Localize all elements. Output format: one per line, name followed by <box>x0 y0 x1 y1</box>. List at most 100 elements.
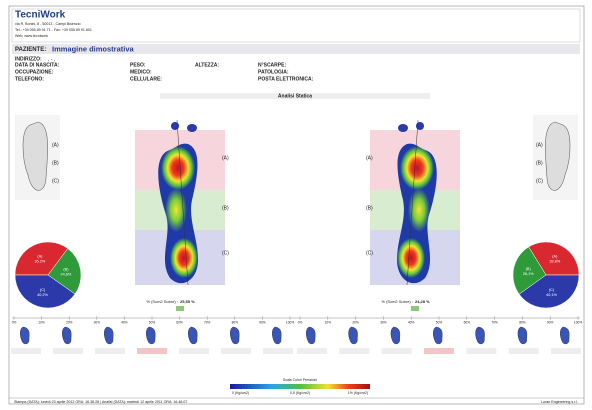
patient-name: Immagine dimostrativa <box>52 44 135 53</box>
address-value: , - , <box>48 56 55 62</box>
pie-label: (A) <box>37 254 43 258</box>
pie-label: (C) <box>40 288 46 292</box>
field-label: PATOLOGIA: <box>258 69 289 75</box>
field-label: DATA DI NASCITA: <box>15 62 60 68</box>
phase-label-box <box>424 348 454 354</box>
surface-marker <box>411 306 419 311</box>
zone-label: (C) <box>52 178 59 184</box>
pie-slice <box>47 248 82 295</box>
left-foot-outline <box>15 115 60 200</box>
phase-label-box <box>137 348 167 354</box>
pie-slice <box>14 241 69 276</box>
timeline-tick-label: 80% <box>519 320 526 324</box>
zone-label: (B) <box>52 160 59 166</box>
field-label: OCCUPAZIONE: <box>15 69 54 75</box>
timeline-tick-label: 90% <box>547 320 554 324</box>
zone-label: (A) <box>222 155 229 161</box>
patient-bar <box>12 44 580 54</box>
phase-label-box <box>297 348 327 354</box>
surface-value: 24,28 % <box>415 299 430 304</box>
zone-label: (C) <box>366 250 373 256</box>
pie-value: 40,2% <box>37 293 48 297</box>
timeline-tick-label: 30% <box>94 320 101 324</box>
address-label: INDIRIZZO: <box>15 56 42 62</box>
surface-label: % (Scm2 Sobre) : <box>381 299 413 304</box>
header-box <box>11 8 581 43</box>
timeline-tick-label: 10% <box>325 320 332 324</box>
right-foot-outline <box>533 115 578 200</box>
scale-title: Scala Colori Pressioni <box>283 378 317 382</box>
field-label: POSTA ELETTRONICA: <box>258 76 314 82</box>
timeline-tick-label: 50% <box>149 320 156 324</box>
timeline-tick-label: 60% <box>176 320 183 324</box>
zone-label: (A) <box>52 142 59 148</box>
pie-slice <box>14 274 76 309</box>
pie-label: (B) <box>526 267 532 271</box>
zone-label: (A) <box>366 155 373 161</box>
timeline-tick-label: 90% <box>259 320 266 324</box>
timeline-tick-label: 100% <box>574 320 582 324</box>
pie-value: 35,2% <box>34 259 45 263</box>
pie-value: 40,1% <box>546 293 557 297</box>
pie-label: (B) <box>63 268 69 272</box>
timeline-tick-label: 30% <box>380 320 387 324</box>
tel: Tel.: +39 055 89 91 71 - Fax: +39 055 89… <box>15 28 92 32</box>
zone-label: (B) <box>536 160 543 166</box>
field-label: MEDICO: <box>130 69 152 75</box>
phase-label-box <box>381 348 412 354</box>
timeline-tick-label: 70% <box>491 320 498 324</box>
timeline-tick-label: 50% <box>436 320 443 324</box>
right-foot-map <box>369 119 461 286</box>
timeline-tick-label: 20% <box>352 320 359 324</box>
timeline-tick-label: 0% <box>298 320 303 324</box>
footer-company: Loran Engineering s.r.l. <box>541 400 578 404</box>
zone-label: (C) <box>536 178 543 184</box>
field-label: TELEFONO: <box>15 76 44 82</box>
color-scale <box>230 384 370 389</box>
timeline-tick-label: 0% <box>12 320 17 324</box>
company: TecniWork <box>15 10 66 21</box>
phase-label-box <box>53 348 83 354</box>
field-label: CELLULARE: <box>130 76 162 82</box>
timeline-tick-label: 40% <box>408 320 415 324</box>
pie-label: (C) <box>549 288 555 292</box>
patient-label: PAZIENTE: <box>15 47 46 53</box>
field-label: PESO: <box>130 62 146 68</box>
field-label: ALTEZZA: <box>195 62 219 68</box>
pie-label: (A) <box>552 255 558 259</box>
address: via R. Bonini, 8 - 50013 - Campi Bisenzi… <box>15 22 81 26</box>
phase-label-box <box>551 348 581 354</box>
timeline-tick-label: 80% <box>232 320 239 324</box>
pie-slice <box>518 274 580 309</box>
surface-label: % (Scm2 Sobre) : <box>146 299 178 304</box>
zone-label: (B) <box>222 205 229 211</box>
frame <box>8 5 585 405</box>
phase-label-box <box>339 348 370 354</box>
phase-label-box <box>95 348 125 354</box>
phase-label-box <box>179 348 209 354</box>
footer-print: Stampa (DATA): lunedì 23 aprile 2012 ORA… <box>14 400 187 404</box>
phase-label-box <box>508 348 539 354</box>
timeline-tick-label: 20% <box>66 320 73 324</box>
left-foot-map <box>134 119 226 286</box>
phase-label-box <box>466 348 497 354</box>
field-label: N°SCARPE: <box>258 62 286 68</box>
section-bar <box>160 93 430 99</box>
timeline-tick-label: 60% <box>464 320 471 324</box>
scale-label: 0,5 (Kg/cm2) <box>290 391 310 395</box>
zone-label: (C) <box>222 250 229 256</box>
phase-label-box <box>263 348 293 354</box>
pie-value: 33,8% <box>549 260 560 264</box>
surface-marker <box>176 306 184 311</box>
scale-label: 1% (Kg/cm2) <box>348 391 368 395</box>
timeline-tick-label: 10% <box>38 320 45 324</box>
web: Web: www.tecniwork <box>15 34 48 38</box>
phase-label-box <box>11 348 41 354</box>
zone-label: (B) <box>366 205 373 211</box>
timeline-tick-label: 40% <box>121 320 128 324</box>
pie-value: 26,1% <box>523 272 534 276</box>
phase-label-box <box>221 348 251 354</box>
pie-slice <box>512 246 547 295</box>
zone-label: (A) <box>536 142 543 148</box>
